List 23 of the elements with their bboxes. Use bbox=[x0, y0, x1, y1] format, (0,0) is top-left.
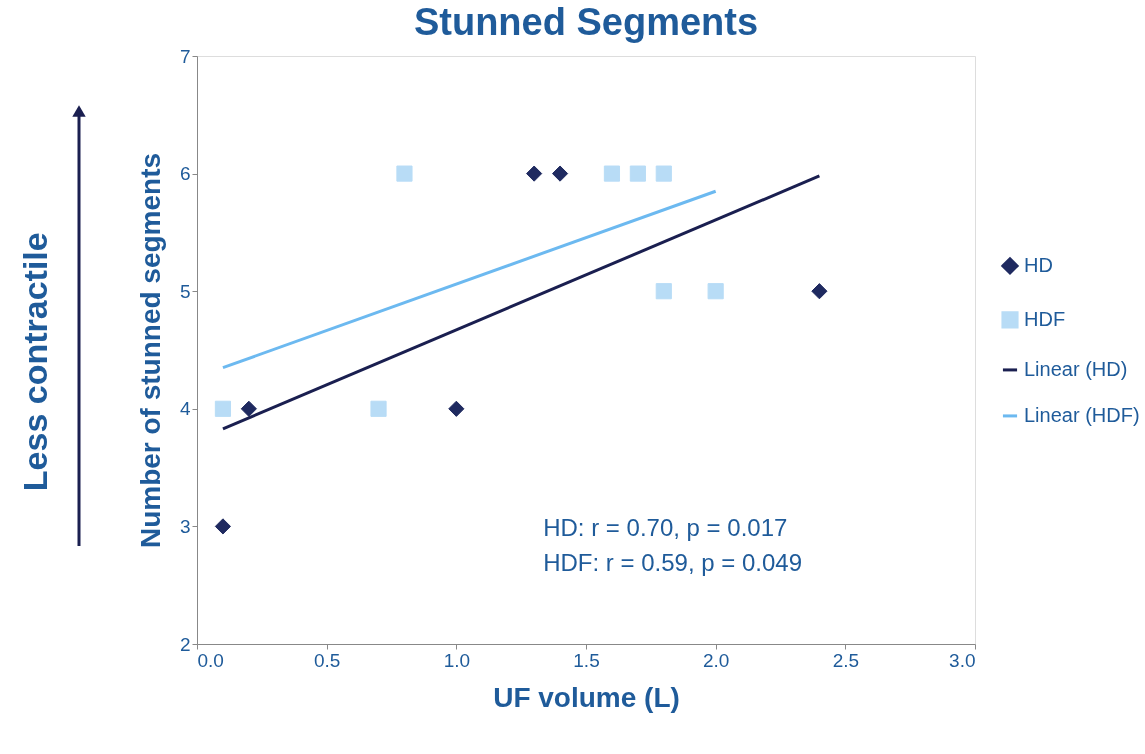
x-axis-title: UF volume (L) bbox=[493, 681, 680, 713]
x-tick-label: 1.0 bbox=[443, 649, 471, 671]
text: Less contractile bbox=[16, 232, 54, 492]
x-tick-label: 1.5 bbox=[573, 649, 600, 671]
y-tick-label: 6 bbox=[179, 163, 191, 185]
x-tick-label: 0.5 bbox=[313, 649, 341, 671]
annotation: HDF: r = 0.59, p = 0.049 bbox=[543, 549, 803, 577]
legend-label: Linear (HD) bbox=[1024, 357, 1128, 380]
x-tick-label: 2.5 bbox=[832, 649, 860, 671]
legend-label: HD bbox=[1024, 253, 1053, 276]
y-tick-label: 3 bbox=[179, 515, 191, 537]
x-tick-label: 2.0 bbox=[702, 649, 730, 671]
x-tick-label: 3.0 bbox=[949, 649, 976, 671]
legend-label: Linear (HDF) bbox=[1024, 403, 1140, 426]
y-tick-label: 2 bbox=[179, 633, 191, 655]
chart-title: Stunned Segments bbox=[413, 1, 759, 43]
y-tick-label: 7 bbox=[179, 45, 191, 67]
annotation: HD: r = 0.70, p = 0.017 bbox=[543, 514, 788, 542]
y-tick-label: 4 bbox=[179, 398, 191, 420]
y-axis-title: Number of stunned segments bbox=[134, 152, 166, 549]
x-tick-label: 0.0 bbox=[197, 649, 224, 671]
y-tick-label: 5 bbox=[179, 280, 191, 302]
legend-label: HDF bbox=[1024, 307, 1066, 330]
